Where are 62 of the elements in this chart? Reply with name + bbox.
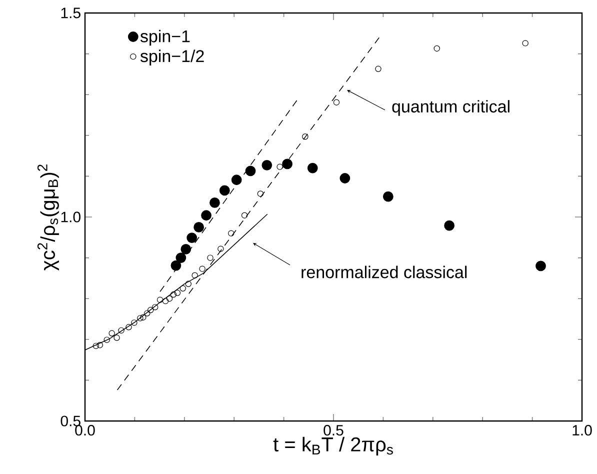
point	[218, 246, 224, 252]
annotation: renormalized classical	[302, 266, 467, 278]
point	[92, 342, 100, 350]
point	[126, 324, 132, 330]
point	[180, 285, 186, 292]
point	[137, 315, 144, 322]
point	[219, 185, 230, 196]
point	[180, 244, 192, 254]
point	[104, 336, 110, 343]
point	[170, 260, 182, 271]
point	[262, 160, 272, 170]
point	[156, 296, 164, 303]
x-tick-label: 0.5	[324, 424, 344, 436]
point	[162, 298, 169, 304]
point	[192, 272, 198, 278]
point	[382, 191, 394, 202]
point	[185, 280, 192, 288]
point	[434, 45, 440, 52]
point	[522, 40, 528, 46]
point	[536, 260, 546, 272]
point	[186, 232, 198, 244]
point	[282, 158, 292, 170]
y-tick-label: 0.5	[60, 416, 80, 426]
point	[152, 304, 158, 310]
point	[375, 66, 382, 72]
y-tick-label: 1.5	[61, 8, 80, 18]
point	[228, 230, 234, 236]
point	[114, 334, 120, 341]
x-axis-title: t = k$_{B}$T / 2πρ$_{s}$	[273, 436, 393, 456]
point	[131, 320, 138, 326]
point	[245, 166, 256, 176]
point	[333, 99, 340, 106]
point	[199, 266, 206, 272]
y-axis-title: χc$^{2}$/ρ$_{s}$(gμ$_{B}$)$^{2}$	[37, 164, 59, 270]
annotation: quantum critical	[392, 100, 510, 116]
point	[176, 252, 186, 263]
point	[307, 162, 318, 174]
x-tick-label: 1.0	[572, 424, 592, 436]
point	[194, 222, 204, 232]
point	[174, 290, 181, 296]
point	[340, 173, 350, 184]
y-tick-label: 1.0	[61, 212, 80, 222]
point	[140, 314, 146, 320]
point	[148, 306, 154, 314]
point	[241, 212, 248, 218]
point	[170, 291, 177, 298]
point	[201, 210, 212, 221]
point	[257, 190, 264, 197]
point	[276, 164, 283, 170]
point	[231, 174, 242, 186]
point	[444, 220, 454, 231]
point	[207, 254, 214, 261]
point	[118, 327, 124, 334]
point	[166, 296, 173, 302]
legend-label: spin−1/2	[140, 50, 204, 66]
point	[302, 134, 308, 140]
point	[96, 342, 104, 348]
point	[108, 330, 115, 336]
legend-label: spin−1	[140, 30, 190, 46]
point	[210, 198, 220, 208]
point	[144, 310, 150, 316]
x-tick-label: 0.0	[75, 424, 95, 436]
